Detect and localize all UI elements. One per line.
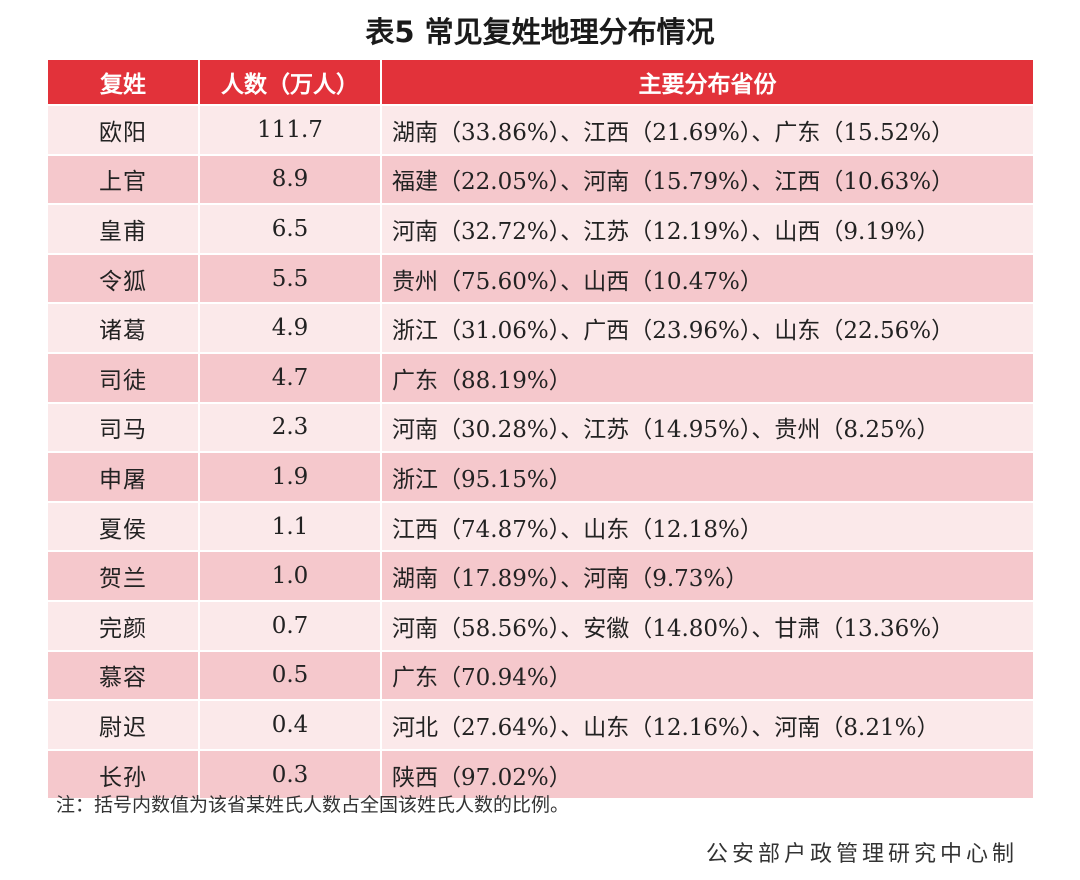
population-cell: 0.7 <box>199 599 382 651</box>
table-row: 夏侯 1.1 江西（74.87%）、山东（12.18%） <box>48 500 1033 552</box>
distribution-cell: 江西（74.87%）、山东（12.18%） <box>381 500 1033 552</box>
surname-cell: 贺兰 <box>48 550 200 601</box>
distribution-cell: 河南（58.56%）、安徽（14.80%）、甘肃（13.36%） <box>381 599 1033 651</box>
distribution-cell: 贵州（75.60%）、山西（10.47%） <box>381 252 1033 304</box>
distribution-cell: 广东（88.19%） <box>381 351 1033 403</box>
population-cell: 0.3 <box>199 748 382 799</box>
table-row: 完颜 0.7 河南（58.56%）、安徽（14.80%）、甘肃（13.36%） <box>48 599 1033 651</box>
population-cell: 8.9 <box>199 153 382 205</box>
header-distribution: 主要分布省份 <box>381 60 1033 105</box>
surname-cell: 申屠 <box>48 451 200 502</box>
surname-cell: 欧阳 <box>48 104 200 155</box>
distribution-cell: 河南（30.28%）、江苏（14.95%）、贵州（8.25%） <box>381 401 1033 453</box>
header-row: 复姓 人数（万人） 主要分布省份 <box>48 60 1033 105</box>
footnote: 注：括号内数值为该省某姓氏人数占全国该姓氏人数的比例。 <box>56 794 570 816</box>
population-cell: 1.9 <box>199 451 382 502</box>
population-cell: 6.5 <box>199 203 382 254</box>
table-row: 申屠 1.9 浙江（95.15%） <box>48 451 1033 502</box>
table-body: 欧阳 111.7 湖南（33.86%）、江西（21.69%）、广东（15.52%）上… <box>48 104 1033 799</box>
table-row: 司马 2.3 河南（30.28%）、江苏（14.95%）、贵州（8.25%） <box>48 401 1033 453</box>
table-row: 诸葛 4.9 浙江（31.06%）、广西（23.96%）、山东（22.56%） <box>48 302 1033 353</box>
table-header: 复姓 人数（万人） 主要分布省份 <box>48 60 1033 105</box>
distribution-cell: 湖南（17.89%）、河南（9.73%） <box>381 550 1033 601</box>
table-row: 慕容 0.5 广东（70.94%） <box>48 649 1033 701</box>
population-cell: 111.7 <box>199 104 382 155</box>
table-row: 欧阳 111.7 湖南（33.86%）、江西（21.69%）、广东（15.52%） <box>48 104 1033 155</box>
distribution-cell: 广东（70.94%） <box>381 649 1033 701</box>
table-row: 贺兰 1.0 湖南（17.89%）、河南（9.73%） <box>48 550 1033 601</box>
surname-cell: 令狐 <box>48 252 200 304</box>
population-cell: 4.9 <box>199 302 382 353</box>
page-title: 表5 常见复姓地理分布情况 <box>365 15 715 49</box>
table-row: 长孙 0.3 陕西（97.02%） <box>48 748 1033 799</box>
population-cell: 5.5 <box>199 252 382 304</box>
surname-cell: 慕容 <box>48 649 200 701</box>
distribution-cell: 浙江（31.06%）、广西（23.96%）、山东（22.56%） <box>381 302 1033 353</box>
population-cell: 2.3 <box>199 401 382 453</box>
header-surname: 复姓 <box>48 60 200 105</box>
table-row: 令狐 5.5 贵州（75.60%）、山西（10.47%） <box>48 252 1033 304</box>
population-cell: 1.0 <box>199 550 382 601</box>
table-row: 尉迟 0.4 河北（27.64%）、山东（12.16%）、河南（8.21%） <box>48 699 1033 750</box>
surname-cell: 上官 <box>48 153 200 205</box>
surname-distribution-table: 复姓 人数（万人） 主要分布省份 欧阳 111.7 湖南（33.86%）、江西（21… <box>48 60 1033 799</box>
surname-cell: 完颜 <box>48 599 200 651</box>
distribution-cell: 湖南（33.86%）、江西（21.69%）、广东（15.52%） <box>381 104 1033 155</box>
surname-cell: 长孙 <box>48 748 200 799</box>
header-population: 人数（万人） <box>199 60 382 105</box>
distribution-cell: 河南（32.72%）、江苏（12.19%）、山西（9.19%） <box>381 203 1033 254</box>
distribution-cell: 福建（22.05%）、河南（15.79%）、江西（10.63%） <box>381 153 1033 205</box>
surname-cell: 尉迟 <box>48 699 200 750</box>
population-cell: 0.5 <box>199 649 382 701</box>
table-row: 司徒 4.7 广东（88.19%） <box>48 351 1033 403</box>
surname-cell: 夏侯 <box>48 500 200 552</box>
distribution-cell: 陕西（97.02%） <box>381 748 1033 799</box>
population-cell: 1.1 <box>199 500 382 552</box>
surname-distribution-table-container: 复姓 人数（万人） 主要分布省份 欧阳 111.7 湖南（33.86%）、江西（21… <box>48 60 1033 799</box>
table-row: 上官 8.9 福建（22.05%）、河南（15.79%）、江西（10.63%） <box>48 153 1033 205</box>
surname-cell: 皇甫 <box>48 203 200 254</box>
source-credit: 公安部户政管理研究中心制 <box>705 842 1018 867</box>
population-cell: 4.7 <box>199 351 382 403</box>
surname-cell: 司马 <box>48 401 200 453</box>
distribution-cell: 浙江（95.15%） <box>381 451 1033 502</box>
table-row: 皇甫 6.5 河南（32.72%）、江苏（12.19%）、山西（9.19%） <box>48 203 1033 254</box>
surname-cell: 司徒 <box>48 351 200 403</box>
population-cell: 0.4 <box>199 699 382 750</box>
surname-cell: 诸葛 <box>48 302 200 353</box>
distribution-cell: 河北（27.64%）、山东（12.16%）、河南（8.21%） <box>381 699 1033 750</box>
